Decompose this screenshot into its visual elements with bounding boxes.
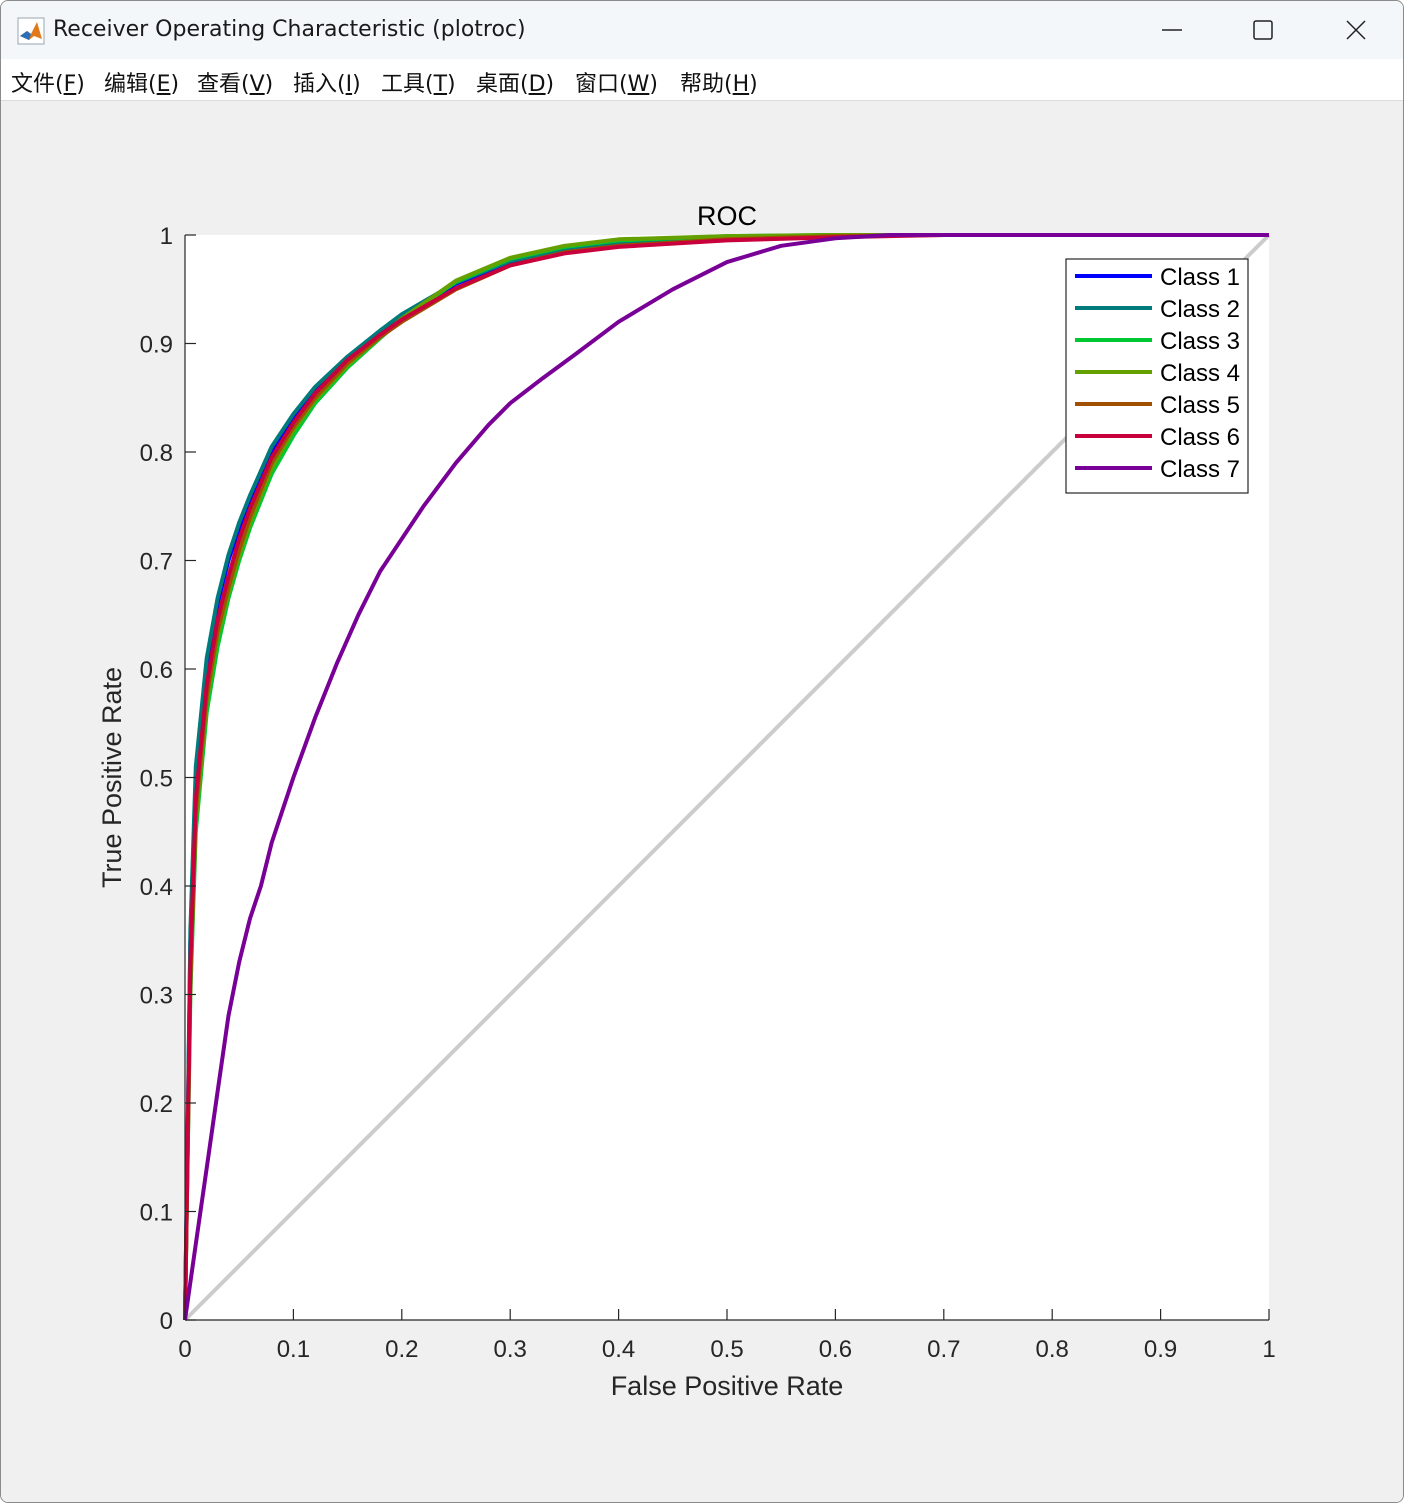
x-tick-label: 0.1 xyxy=(277,1336,310,1363)
chart-title: ROC xyxy=(697,201,757,231)
menu-label: 文件( xyxy=(11,72,64,97)
legend-label: Class 7 xyxy=(1160,456,1240,483)
menu-label: 帮助( xyxy=(680,72,733,97)
menu-help[interactable]: 帮助(H) xyxy=(680,66,758,98)
menu-label: 工具( xyxy=(381,72,434,97)
roc-chart: 0 0.1 0.2 0.3 0.4 0.5 0.6 0.7 0.8 0.9 1 0 0.1 0.2 0.3 0… xyxy=(97,201,1276,1401)
x-tick-label: 0.9 xyxy=(1144,1336,1177,1363)
legend-label: Class 1 xyxy=(1160,264,1240,291)
menu-label: 查看( xyxy=(197,72,250,97)
window-title: Receiver Operating Characteristic (plotr… xyxy=(53,17,526,42)
legend-label: Class 3 xyxy=(1160,328,1240,355)
y-tick-label: 0 xyxy=(160,1308,173,1335)
maximize-icon xyxy=(1253,20,1273,40)
x-axis-label: False Positive Rate xyxy=(611,1371,844,1401)
menu-label: 桌面( xyxy=(476,72,529,97)
x-tick-label: 0.8 xyxy=(1036,1336,1069,1363)
y-tick-label: 1 xyxy=(160,223,173,250)
y-tick-label: 0.7 xyxy=(140,549,173,576)
menu-suffix: ) xyxy=(649,72,658,97)
menu-view[interactable]: 查看(V) xyxy=(197,66,273,98)
menu-key: H xyxy=(732,72,750,97)
menu-suffix: ) xyxy=(749,72,758,97)
y-tick-label: 0.1 xyxy=(140,1200,173,1227)
menu-suffix: ) xyxy=(170,72,180,97)
y-tick-label: 0.9 xyxy=(140,332,173,359)
close-icon xyxy=(1346,20,1366,40)
close-button[interactable] xyxy=(1333,7,1379,53)
menu-label: 编辑( xyxy=(104,72,157,97)
y-tick-label: 0.2 xyxy=(140,1091,173,1118)
y-axis-label: True Positive Rate xyxy=(97,667,127,888)
x-tick-label: 0.4 xyxy=(602,1336,635,1363)
legend-label: Class 6 xyxy=(1160,424,1240,451)
menu-key: E xyxy=(156,72,171,97)
legend-label: Class 5 xyxy=(1160,392,1240,419)
menu-label: 插入( xyxy=(293,72,346,97)
menu-tools[interactable]: 工具(T) xyxy=(381,66,456,98)
x-tick-label: 0.2 xyxy=(385,1336,418,1363)
x-tick-label: 0 xyxy=(178,1336,191,1363)
maximize-button[interactable] xyxy=(1240,7,1286,53)
y-tick-label: 0.4 xyxy=(140,874,173,901)
y-tick-label: 0.5 xyxy=(140,766,173,793)
menu-file[interactable]: 文件(F) xyxy=(11,66,85,98)
y-tick-label: 0.8 xyxy=(140,440,173,467)
legend-label: Class 2 xyxy=(1160,296,1240,323)
minimize-icon xyxy=(1162,29,1182,31)
title-bar: Receiver Operating Characteristic (plotr… xyxy=(1,1,1403,59)
legend-box xyxy=(1065,258,1249,494)
menu-key: W xyxy=(627,72,650,97)
menu-window[interactable]: 窗口(W) xyxy=(575,66,658,98)
menu-suffix: ) xyxy=(352,72,361,97)
menu-suffix: ) xyxy=(76,72,85,97)
menu-desktop[interactable]: 桌面(D) xyxy=(476,66,554,98)
menu-key: V xyxy=(249,72,265,97)
figure-area: 0 0.1 0.2 0.3 0.4 0.5 0.6 0.7 0.8 0.9 1 0 0.1 0.2 0.3 0… xyxy=(1,101,1403,1502)
menu-suffix: ) xyxy=(545,72,555,97)
menu-key: D xyxy=(528,72,546,97)
menu-suffix: ) xyxy=(447,72,456,97)
legend-label: Class 4 xyxy=(1160,360,1240,387)
menu-insert[interactable]: 插入(I) xyxy=(293,66,361,98)
menu-key: T xyxy=(433,72,448,97)
matlab-icon xyxy=(17,17,45,45)
x-tick-label: 0.7 xyxy=(927,1336,960,1363)
x-tick-label: 1 xyxy=(1262,1336,1275,1363)
x-tick-label: 0.3 xyxy=(494,1336,527,1363)
menu-key: F xyxy=(63,72,77,97)
series-line-class-7 xyxy=(183,233,1269,1321)
x-tick-label: 0.6 xyxy=(819,1336,852,1363)
legend: Class 1 Class 2 Class 3 Class 4 Class 5 Class… xyxy=(1065,258,1249,494)
menu-suffix: ) xyxy=(264,72,274,97)
menu-bar: 文件(F) 编辑(E) 查看(V) 插入(I) 工具(T) 桌面(D) 窗口(W… xyxy=(1,59,1403,145)
menu-key: I xyxy=(345,72,353,97)
menu-edit[interactable]: 编辑(E) xyxy=(104,66,179,98)
menu-label: 窗口( xyxy=(575,72,628,97)
minimize-button[interactable] xyxy=(1149,7,1195,53)
y-tick-label: 0.6 xyxy=(140,657,173,684)
y-tick-label: 0.3 xyxy=(140,983,173,1010)
x-tick-label: 0.5 xyxy=(710,1336,743,1363)
